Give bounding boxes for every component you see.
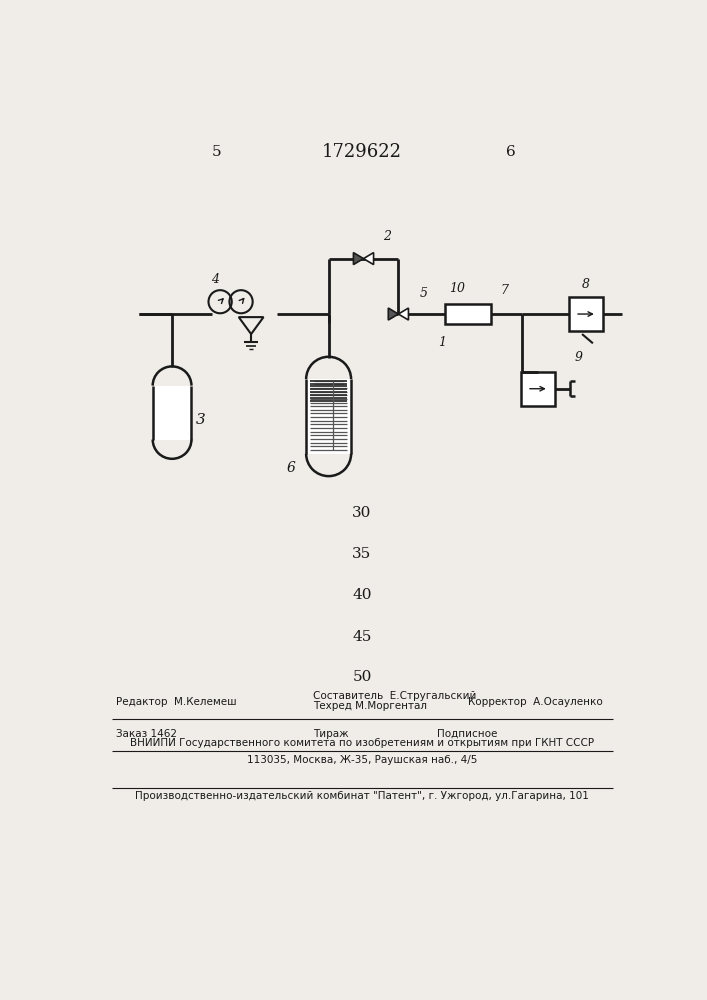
Text: Подписное: Подписное: [437, 729, 498, 739]
Polygon shape: [363, 253, 373, 265]
Text: 2: 2: [383, 230, 392, 243]
Text: 10: 10: [449, 282, 465, 295]
Text: 113035, Москва, Ж-35, Раушская наб., 4/5: 113035, Москва, Ж-35, Раушская наб., 4/5: [247, 755, 477, 765]
Text: 9: 9: [574, 351, 582, 364]
Text: 35: 35: [352, 547, 372, 561]
Text: Редактор  М.Келемеш: Редактор М.Келемеш: [115, 697, 236, 707]
Text: Тираж: Тираж: [313, 729, 349, 739]
Text: 6: 6: [506, 145, 515, 159]
Polygon shape: [354, 253, 363, 265]
Bar: [306, 379, 351, 454]
Text: 6: 6: [286, 461, 296, 475]
Bar: [153, 386, 192, 440]
Text: 7: 7: [501, 284, 508, 297]
Text: Производственно-издательский комбинат "Патент", г. Ужгород, ул.Гагарина, 101: Производственно-издательский комбинат "П…: [135, 791, 589, 801]
Text: 1729622: 1729622: [322, 143, 402, 161]
Text: 5: 5: [420, 287, 428, 300]
Text: 8: 8: [582, 278, 590, 291]
Bar: [153, 386, 192, 440]
Text: 30: 30: [352, 506, 372, 520]
Text: 45: 45: [352, 630, 372, 644]
Text: Корректор  А.Осауленко: Корректор А.Осауленко: [468, 697, 603, 707]
Text: ВНИИПИ Государственного комитета по изобретениям и открытиям при ГКНТ СССР: ВНИИПИ Государственного комитета по изоб…: [130, 738, 594, 748]
Bar: [445, 304, 491, 324]
Text: Техред М.Моргентал: Техред М.Моргентал: [313, 701, 427, 711]
Text: 50: 50: [352, 670, 372, 684]
Text: 5: 5: [211, 145, 221, 159]
Text: 40: 40: [352, 588, 372, 602]
Bar: [521, 372, 555, 406]
Polygon shape: [398, 308, 409, 320]
Polygon shape: [388, 308, 398, 320]
Text: 3: 3: [195, 413, 205, 427]
Text: 1: 1: [438, 336, 446, 349]
Text: 4: 4: [211, 273, 218, 286]
Bar: [569, 297, 603, 331]
Text: Заказ 1462: Заказ 1462: [115, 729, 177, 739]
Text: Составитель  Е.Стругальский: Составитель Е.Стругальский: [313, 691, 477, 701]
